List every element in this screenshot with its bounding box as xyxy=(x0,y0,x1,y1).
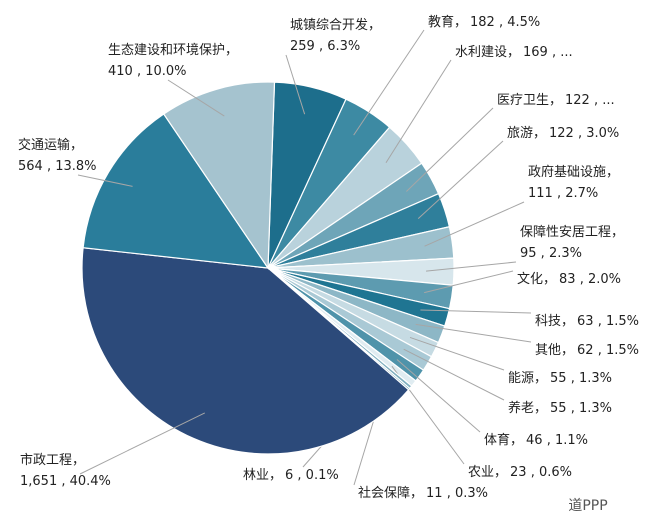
leader-line xyxy=(403,348,505,401)
label-value: 169 , ... xyxy=(523,45,573,60)
label-value: 564 , 13.8% xyxy=(18,159,97,174)
data-label: 农业， 23 , 0.6% xyxy=(468,465,572,480)
label-value: 182 , 4.5% xyxy=(470,15,540,30)
data-label: 水利建设， 169 , ... xyxy=(455,45,573,60)
data-label: 养老， 55 , 1.3% xyxy=(508,400,612,416)
label-value: 6 , 0.1% xyxy=(285,468,339,483)
label-name: 体育， xyxy=(484,432,523,448)
leader-line xyxy=(424,201,525,247)
leader-line xyxy=(417,140,504,220)
data-label: 旅游， 122 , 3.0% xyxy=(507,126,619,141)
leader-line xyxy=(385,59,452,164)
data-label: 文化， 83 , 2.0% xyxy=(517,272,621,287)
data-label: 医疗卫生， 122 , ... xyxy=(497,93,615,108)
data-label: 科技， 63 , 1.5% xyxy=(535,314,639,329)
label-value: 46 , 1.1% xyxy=(526,433,588,448)
leader-line xyxy=(353,29,425,136)
label-value: 1,651 , 40.4% xyxy=(20,474,111,489)
data-label: 交通运输， 564 , 13.8% xyxy=(18,137,97,174)
data-label: 教育， 182 , 4.5% xyxy=(428,14,540,30)
label-value: 83 , 2.0% xyxy=(559,272,621,287)
data-label: 林业， 6 , 0.1% xyxy=(243,468,339,483)
label-name: 交通运输， xyxy=(18,137,83,153)
label-value: 23 , 0.6% xyxy=(510,465,572,480)
label-name: 农业， xyxy=(468,465,507,480)
data-label: 市政工程， 1,651 , 40.4% xyxy=(20,452,111,489)
label-name: 文化， xyxy=(517,272,556,287)
label-value: 122 , 3.0% xyxy=(549,126,619,141)
leader-line xyxy=(415,323,532,343)
data-label: 保障性安居工程， 95 , 2.3% xyxy=(520,225,624,261)
data-label: 其他， 62 , 1.5% xyxy=(535,343,639,358)
label-name: 能源， xyxy=(508,371,547,386)
label-name: 政府基础设施， xyxy=(528,165,619,180)
label-value: 111 , 2.7% xyxy=(528,186,598,201)
label-name: 养老， xyxy=(508,400,547,416)
pie-slice xyxy=(82,113,270,269)
label-name: 市政工程， xyxy=(20,452,85,468)
label-name: 社会保障， xyxy=(358,485,423,501)
leader-line xyxy=(396,359,481,433)
data-label: 政府基础设施， 111 , 2.7% xyxy=(528,165,619,201)
leader-line xyxy=(424,270,514,294)
label-name: 城镇综合开发， xyxy=(290,17,381,33)
label-value: 63 , 1.5% xyxy=(577,314,639,329)
label-value: 122 , ... xyxy=(565,93,615,108)
leader-line xyxy=(409,336,505,371)
label-value: 55 , 1.3% xyxy=(550,371,612,386)
label-value: 410 , 10.0% xyxy=(108,64,187,79)
data-label: 体育， 46 , 1.1% xyxy=(484,432,588,448)
pie-slice xyxy=(81,247,410,455)
label-value: 62 , 1.5% xyxy=(577,343,639,358)
pie-slice xyxy=(162,81,276,270)
leader-line xyxy=(420,309,532,314)
leader-line xyxy=(79,412,206,475)
label-name: 生态建设和环境保护， xyxy=(108,43,238,58)
leader-line xyxy=(167,79,225,117)
label-value: 55 , 1.3% xyxy=(550,401,612,416)
leader-line xyxy=(426,261,517,272)
data-label: 社会保障， 11 , 0.3% xyxy=(358,485,488,501)
label-name: 其他， xyxy=(535,343,574,358)
label-value: 259 , 6.3% xyxy=(290,39,360,54)
data-label: 城镇综合开发， 259 , 6.3% xyxy=(290,17,381,54)
label-value: 95 , 2.3% xyxy=(520,246,582,261)
label-name: 医疗卫生， xyxy=(497,93,562,108)
leader-line xyxy=(77,174,133,187)
data-label: 能源， 55 , 1.3% xyxy=(508,371,612,386)
label-value: 11 , 0.3% xyxy=(426,486,488,501)
label-name: 保障性安居工程， xyxy=(520,225,624,240)
label-name: 教育， xyxy=(428,14,467,30)
watermark: 道PPP xyxy=(568,498,607,514)
label-name: 旅游， xyxy=(507,126,546,141)
leader-line xyxy=(406,107,494,192)
label-name: 科技， xyxy=(535,314,574,329)
label-name: 水利建设， xyxy=(455,45,520,60)
data-label: 生态建设和环境保护， 410 , 10.0% xyxy=(108,43,238,79)
label-name: 林业， xyxy=(243,468,282,483)
leader-line xyxy=(285,54,306,115)
